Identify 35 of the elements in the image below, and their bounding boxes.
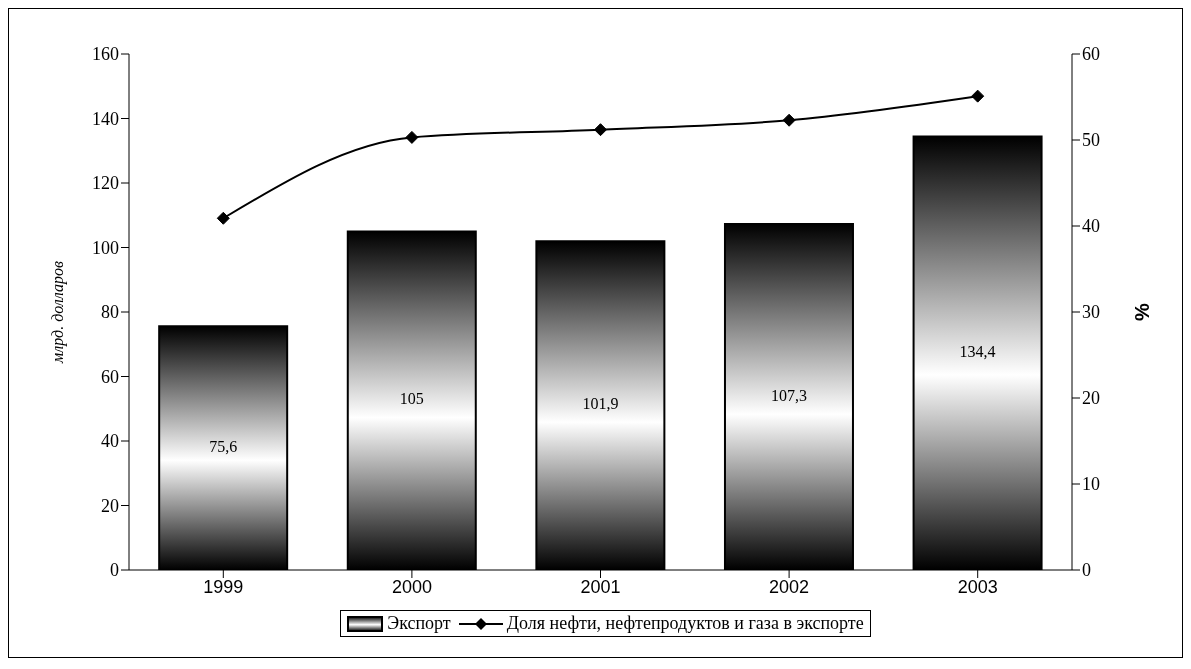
y-tick-label: 140 xyxy=(92,108,119,129)
point xyxy=(782,113,796,127)
y2-tick-label: 60 xyxy=(1082,44,1100,65)
x-tick-label: 1999 xyxy=(203,576,244,597)
y2-tick-label: 50 xyxy=(1082,130,1100,151)
y2-axis-title: % xyxy=(1131,302,1154,321)
data-label: 105 xyxy=(399,390,424,408)
y-tick-label: 100 xyxy=(92,237,119,258)
y2-tick-label: 10 xyxy=(1082,474,1100,495)
legend-label: Доля нефти, нефтепродуктов и газа в экспорте xyxy=(506,613,864,634)
y2-tick-label: 40 xyxy=(1082,216,1100,237)
y-tick-label: 160 xyxy=(92,44,119,65)
data-label: 134,4 xyxy=(959,342,996,360)
x-tick-label: 2001 xyxy=(580,576,621,597)
y-tick-label: 20 xyxy=(101,495,119,516)
point xyxy=(594,123,607,137)
y-tick-label: 120 xyxy=(92,173,119,194)
x-tick-label: 2003 xyxy=(957,576,998,597)
point xyxy=(405,130,419,144)
y-tick-label: 80 xyxy=(101,302,119,323)
y-tick-label: 60 xyxy=(101,366,119,387)
data-label: 107,3 xyxy=(770,386,807,404)
y2-tick-label: 0 xyxy=(1082,560,1091,581)
legend-label: Экспорт xyxy=(387,613,451,634)
y2-tick-label: 30 xyxy=(1082,302,1100,323)
point xyxy=(216,211,230,225)
x-tick-label: 2000 xyxy=(391,576,432,597)
y2-tick-label: 20 xyxy=(1082,388,1100,409)
y-tick-label: 0 xyxy=(110,560,119,581)
data-label: 101,9 xyxy=(582,395,619,413)
data-label: 75,6 xyxy=(209,437,238,455)
y-tick-label: 40 xyxy=(101,431,119,452)
y-axis-title: млрд. долларов xyxy=(48,261,67,364)
point xyxy=(971,89,985,103)
x-tick-label: 2002 xyxy=(769,576,810,597)
